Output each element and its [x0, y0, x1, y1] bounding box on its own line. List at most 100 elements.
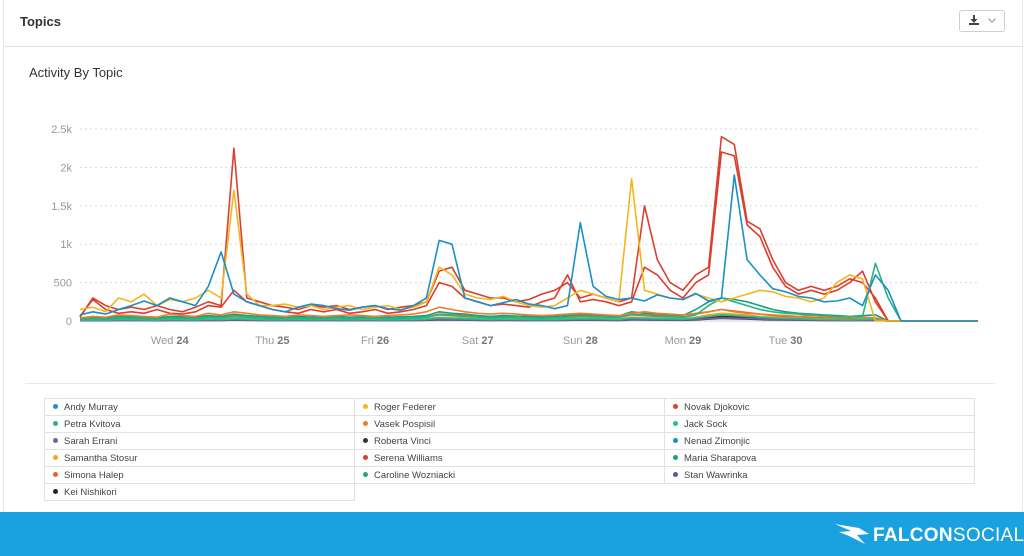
legend-row: Petra Kvitova Vasek Pospisil Jack Sock — [44, 415, 975, 433]
legend-empty-cell — [665, 484, 975, 501]
x-tick-date: 28 — [586, 335, 598, 347]
y-tick-label: 1k — [60, 239, 72, 251]
legend-label: Nenad Zimonjic — [684, 435, 750, 447]
legend-item-jack-sock[interactable]: Jack Sock — [664, 415, 975, 433]
legend-swatch — [53, 472, 58, 478]
legend-swatch — [53, 404, 58, 410]
legend-item-stan-wawrinka[interactable]: Stan Wawrinka — [664, 466, 975, 484]
legend-item-vasek-pospisil[interactable]: Vasek Pospisil — [354, 415, 665, 433]
legend-label: Sarah Errani — [64, 435, 118, 447]
legend-swatch — [53, 489, 58, 495]
x-tick-date: 25 — [277, 335, 289, 347]
y-tick-label: 0 — [66, 316, 72, 328]
legend-label: Andy Murray — [64, 401, 118, 413]
x-tick-date: 30 — [790, 335, 802, 347]
x-tick-day: Wed — [151, 335, 176, 347]
legend-item-simona-halep[interactable]: Simona Halep — [44, 466, 355, 484]
chevron-down-icon — [988, 18, 996, 23]
legend-label: Samantha Stosur — [64, 452, 138, 464]
x-tick-day: Tue — [769, 335, 791, 347]
legend-swatch — [673, 455, 678, 461]
legend-label: Caroline Wozniacki — [374, 469, 456, 481]
legend-item-serena-williams[interactable]: Serena Williams — [354, 449, 665, 467]
x-tick-label: Tue 30 — [769, 335, 803, 347]
legend-item-nenad-zimonjic[interactable]: Nenad Zimonjic — [664, 432, 975, 450]
legend-label: Jack Sock — [684, 418, 728, 430]
legend-label: Vasek Pospisil — [374, 418, 436, 430]
legend-item-roger-federer[interactable]: Roger Federer — [354, 398, 665, 416]
y-tick-label: 1.5k — [51, 201, 72, 213]
y-tick-label: 2k — [60, 162, 72, 174]
x-tick-day: Sun — [563, 335, 586, 347]
x-tick-day: Sat — [462, 335, 482, 347]
chart-legend: Andy Murray Roger Federer Novak Djokovic Pe… — [44, 398, 975, 501]
legend-row: Sarah Errani Roberta Vinci Nenad Zimonjic — [44, 432, 975, 450]
export-button[interactable] — [959, 10, 1005, 32]
legend-divider — [25, 383, 995, 384]
x-tick-label: Wed 24 — [151, 335, 190, 347]
panel-title: Topics — [20, 14, 61, 29]
legend-label: Stan Wawrinka — [684, 469, 748, 481]
x-tick-day: Fri — [361, 335, 377, 347]
legend-item-petra-kvitova[interactable]: Petra Kvitova — [44, 415, 355, 433]
x-tick-date: 24 — [176, 335, 189, 347]
legend-label: Simona Halep — [64, 469, 124, 481]
chart-title: Activity By Topic — [29, 65, 123, 80]
legend-swatch — [53, 438, 58, 444]
legend-label: Kei Nishikori — [64, 486, 117, 498]
legend-row: Samantha Stosur Serena Williams Maria Shar… — [44, 449, 975, 467]
x-tick-label: Fri 26 — [361, 335, 389, 347]
legend-item-samantha-stosur[interactable]: Samantha Stosur — [44, 449, 355, 467]
x-tick-date: 27 — [481, 335, 493, 347]
x-tick-label: Sat 27 — [462, 335, 494, 347]
legend-swatch — [673, 438, 678, 444]
legend-swatch — [363, 421, 368, 427]
legend-label: Roger Federer — [374, 401, 436, 413]
series-line-serena-williams[interactable] — [79, 151, 978, 322]
legend-label: Novak Djokovic — [684, 401, 750, 413]
y-tick-label: 500 — [54, 278, 72, 290]
legend-empty-cell — [355, 484, 665, 501]
series-line-roger-federer[interactable] — [79, 178, 978, 322]
legend-item-kei-nishikori[interactable]: Kei Nishikori — [44, 483, 355, 501]
legend-label: Roberta Vinci — [374, 435, 431, 447]
legend-swatch — [673, 404, 678, 410]
legend-item-sarah-errani[interactable]: Sarah Errani — [44, 432, 355, 450]
legend-swatch — [363, 472, 368, 478]
y-tick-label: 2.5k — [51, 124, 72, 136]
x-tick-date: 26 — [377, 335, 389, 347]
legend-item-novak-djokovic[interactable]: Novak Djokovic — [664, 398, 975, 416]
brand-bold: FALCON — [873, 525, 953, 546]
legend-label: Petra Kvitova — [64, 418, 121, 430]
legend-row: Andy Murray Roger Federer Novak Djokovic — [44, 398, 975, 416]
legend-swatch — [673, 472, 678, 478]
legend-swatch — [53, 421, 58, 427]
legend-swatch — [363, 455, 368, 461]
legend-swatch — [363, 438, 368, 444]
x-tick-label: Sun 28 — [563, 335, 598, 347]
brand-name: FALCONSOCIAL — [873, 525, 1024, 547]
legend-item-andy-murray[interactable]: Andy Murray — [44, 398, 355, 416]
x-tick-day: Thu — [255, 335, 277, 347]
x-tick-day: Mon — [665, 335, 689, 347]
legend-item-roberta-vinci[interactable]: Roberta Vinci — [354, 432, 665, 450]
legend-row: Kei Nishikori — [44, 483, 975, 501]
legend-swatch — [53, 455, 58, 461]
series-line-novak-djokovic[interactable] — [79, 135, 978, 322]
x-tick-label: Thu 25 — [255, 335, 289, 347]
falcon-logo-icon — [835, 524, 869, 544]
brand-light: SOCIAL — [952, 525, 1024, 546]
x-tick-date: 29 — [689, 335, 701, 347]
footer-bar: FALCONSOCIAL — [0, 512, 1024, 556]
legend-swatch — [363, 404, 368, 410]
series-line-petra-kvitova[interactable] — [79, 262, 978, 322]
legend-item-caroline-wozniacki[interactable]: Caroline Wozniacki — [354, 466, 665, 484]
legend-label: Maria Sharapova — [684, 452, 757, 464]
download-icon — [969, 15, 979, 25]
legend-item-maria-sharapova[interactable]: Maria Sharapova — [664, 449, 975, 467]
series-line-jack-sock[interactable] — [79, 314, 978, 322]
series-line-andy-murray[interactable] — [79, 174, 978, 322]
x-tick-label: Mon 29 — [665, 335, 702, 347]
activity-line-chart: 0 500 1k 1.5k 2k 2.5k Wed 24 Thu 25 Fri 26 Sat 27… — [51, 124, 978, 347]
panel-header: Topics — [4, 0, 1022, 47]
